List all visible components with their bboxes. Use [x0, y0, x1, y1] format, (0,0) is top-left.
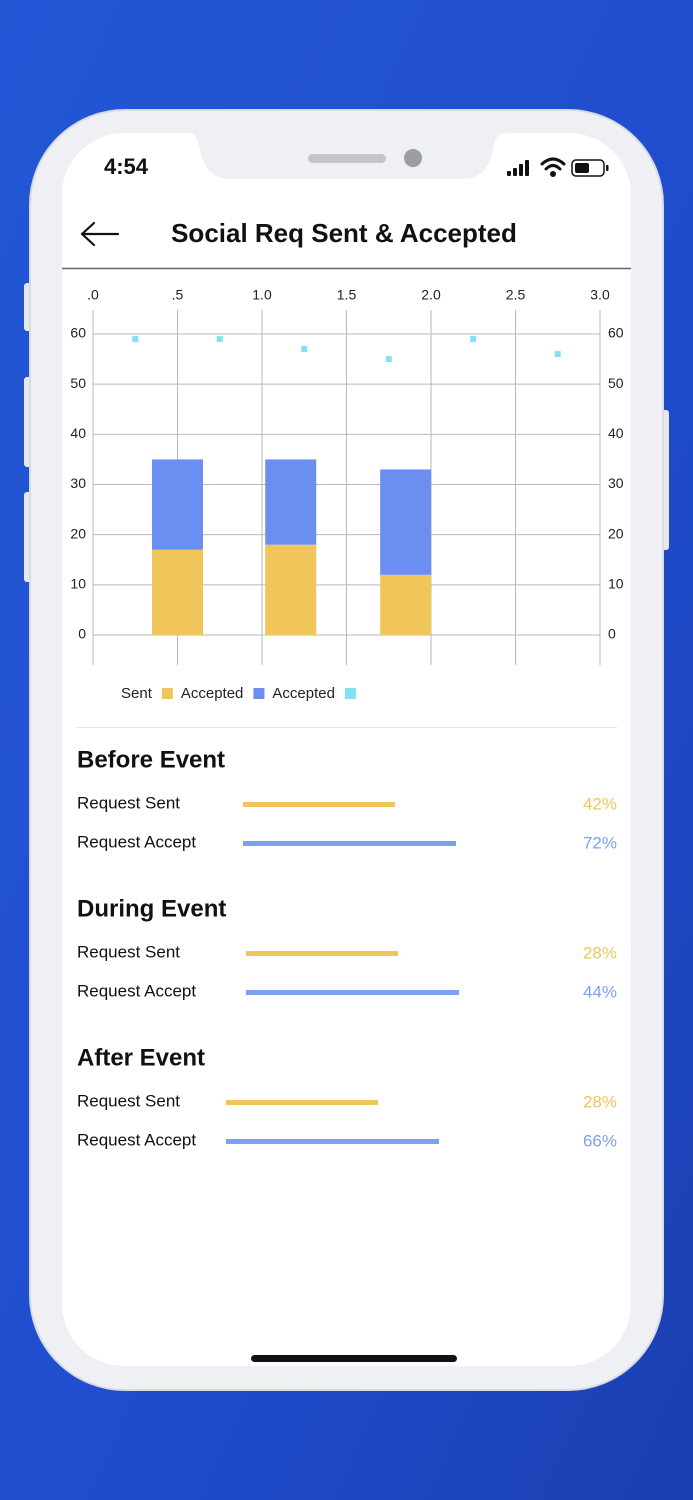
percent-label: 72% — [583, 833, 617, 852]
speaker — [308, 154, 386, 163]
section-title: After Event — [77, 1044, 205, 1071]
row-label: Request Sent — [77, 793, 180, 812]
progress-bar — [226, 1100, 378, 1105]
y-tick-label: 40 — [70, 425, 86, 441]
y2-tick-label: 40 — [608, 425, 624, 441]
progress-bar — [246, 990, 459, 995]
wifi-icon — [540, 157, 566, 177]
bar-segment — [152, 549, 203, 635]
y2-tick-label: 20 — [608, 525, 624, 541]
home-indicator — [251, 1355, 457, 1362]
x-tick-label: .0 — [87, 287, 99, 303]
y2-tick-label: 10 — [608, 576, 624, 592]
scatter-point — [385, 356, 392, 363]
y2-tick-label: 50 — [608, 375, 624, 391]
y2-tick-label: 30 — [608, 475, 624, 491]
legend-label: Sent — [121, 685, 153, 702]
y-tick-label: 60 — [70, 325, 86, 341]
section-title: Before Event — [77, 746, 225, 773]
section-title: During Event — [77, 895, 226, 922]
legend-label: Accepted — [181, 685, 244, 702]
progress-bar — [243, 802, 395, 807]
y2-tick-label: 0 — [608, 626, 616, 642]
x-tick-label: 2.5 — [506, 287, 526, 303]
percent-label: 42% — [583, 794, 617, 813]
y-tick-label: 10 — [70, 576, 86, 592]
signal-icon — [507, 160, 529, 176]
scatter-point — [554, 351, 561, 358]
bar-segment — [265, 459, 317, 545]
x-tick-label: 1.5 — [337, 287, 357, 303]
camera — [404, 149, 422, 167]
progress-bar — [243, 841, 456, 846]
y-tick-label: 0 — [78, 626, 86, 642]
chart: .0 .5 1.0 1.5 2.0 2.5 3.0 0 10 20 30 40 50 60 0 10 20 30 4… — [70, 287, 623, 702]
y2-tick-label: 60 — [608, 325, 624, 341]
percent-label: 28% — [583, 1092, 617, 1111]
row-label: Request Sent — [77, 1091, 180, 1110]
back-button[interactable] — [80, 221, 120, 247]
legend-label: Accepted — [272, 685, 335, 702]
battery-icon — [571, 159, 609, 177]
x-tick-label: .5 — [172, 287, 184, 303]
bar-segment — [380, 574, 432, 635]
y-tick-label: 50 — [70, 375, 86, 391]
screen — [62, 133, 631, 1366]
y-tick-label: 20 — [70, 525, 86, 541]
percent-label: 66% — [583, 1131, 617, 1150]
legend-swatch — [161, 688, 173, 699]
percent-label: 28% — [583, 943, 617, 962]
status-time: 4:54 — [104, 154, 149, 179]
percent-label: 44% — [583, 982, 617, 1001]
progress-bar — [226, 1139, 439, 1144]
row-label: Request Accept — [77, 832, 196, 851]
legend-swatch — [253, 688, 265, 699]
page-title: Social Req Sent & Accepted — [171, 218, 517, 248]
bar-segment — [380, 469, 432, 575]
x-tick-label: 2.0 — [421, 287, 441, 303]
legend-swatch — [344, 688, 356, 699]
x-tick-label: 3.0 — [590, 287, 610, 303]
row-label: Request Accept — [77, 1130, 196, 1149]
y-tick-label: 30 — [70, 475, 86, 491]
x-tick-label: 1.0 — [252, 287, 272, 303]
bar-segment — [265, 544, 317, 635]
scatter-point — [216, 336, 223, 343]
bar-segment — [152, 459, 203, 550]
scatter-point — [470, 336, 477, 343]
row-label: Request Accept — [77, 981, 196, 1000]
scatter-point — [132, 336, 139, 343]
scatter-point — [301, 346, 308, 353]
progress-bar — [246, 951, 398, 956]
row-label: Request Sent — [77, 942, 180, 961]
